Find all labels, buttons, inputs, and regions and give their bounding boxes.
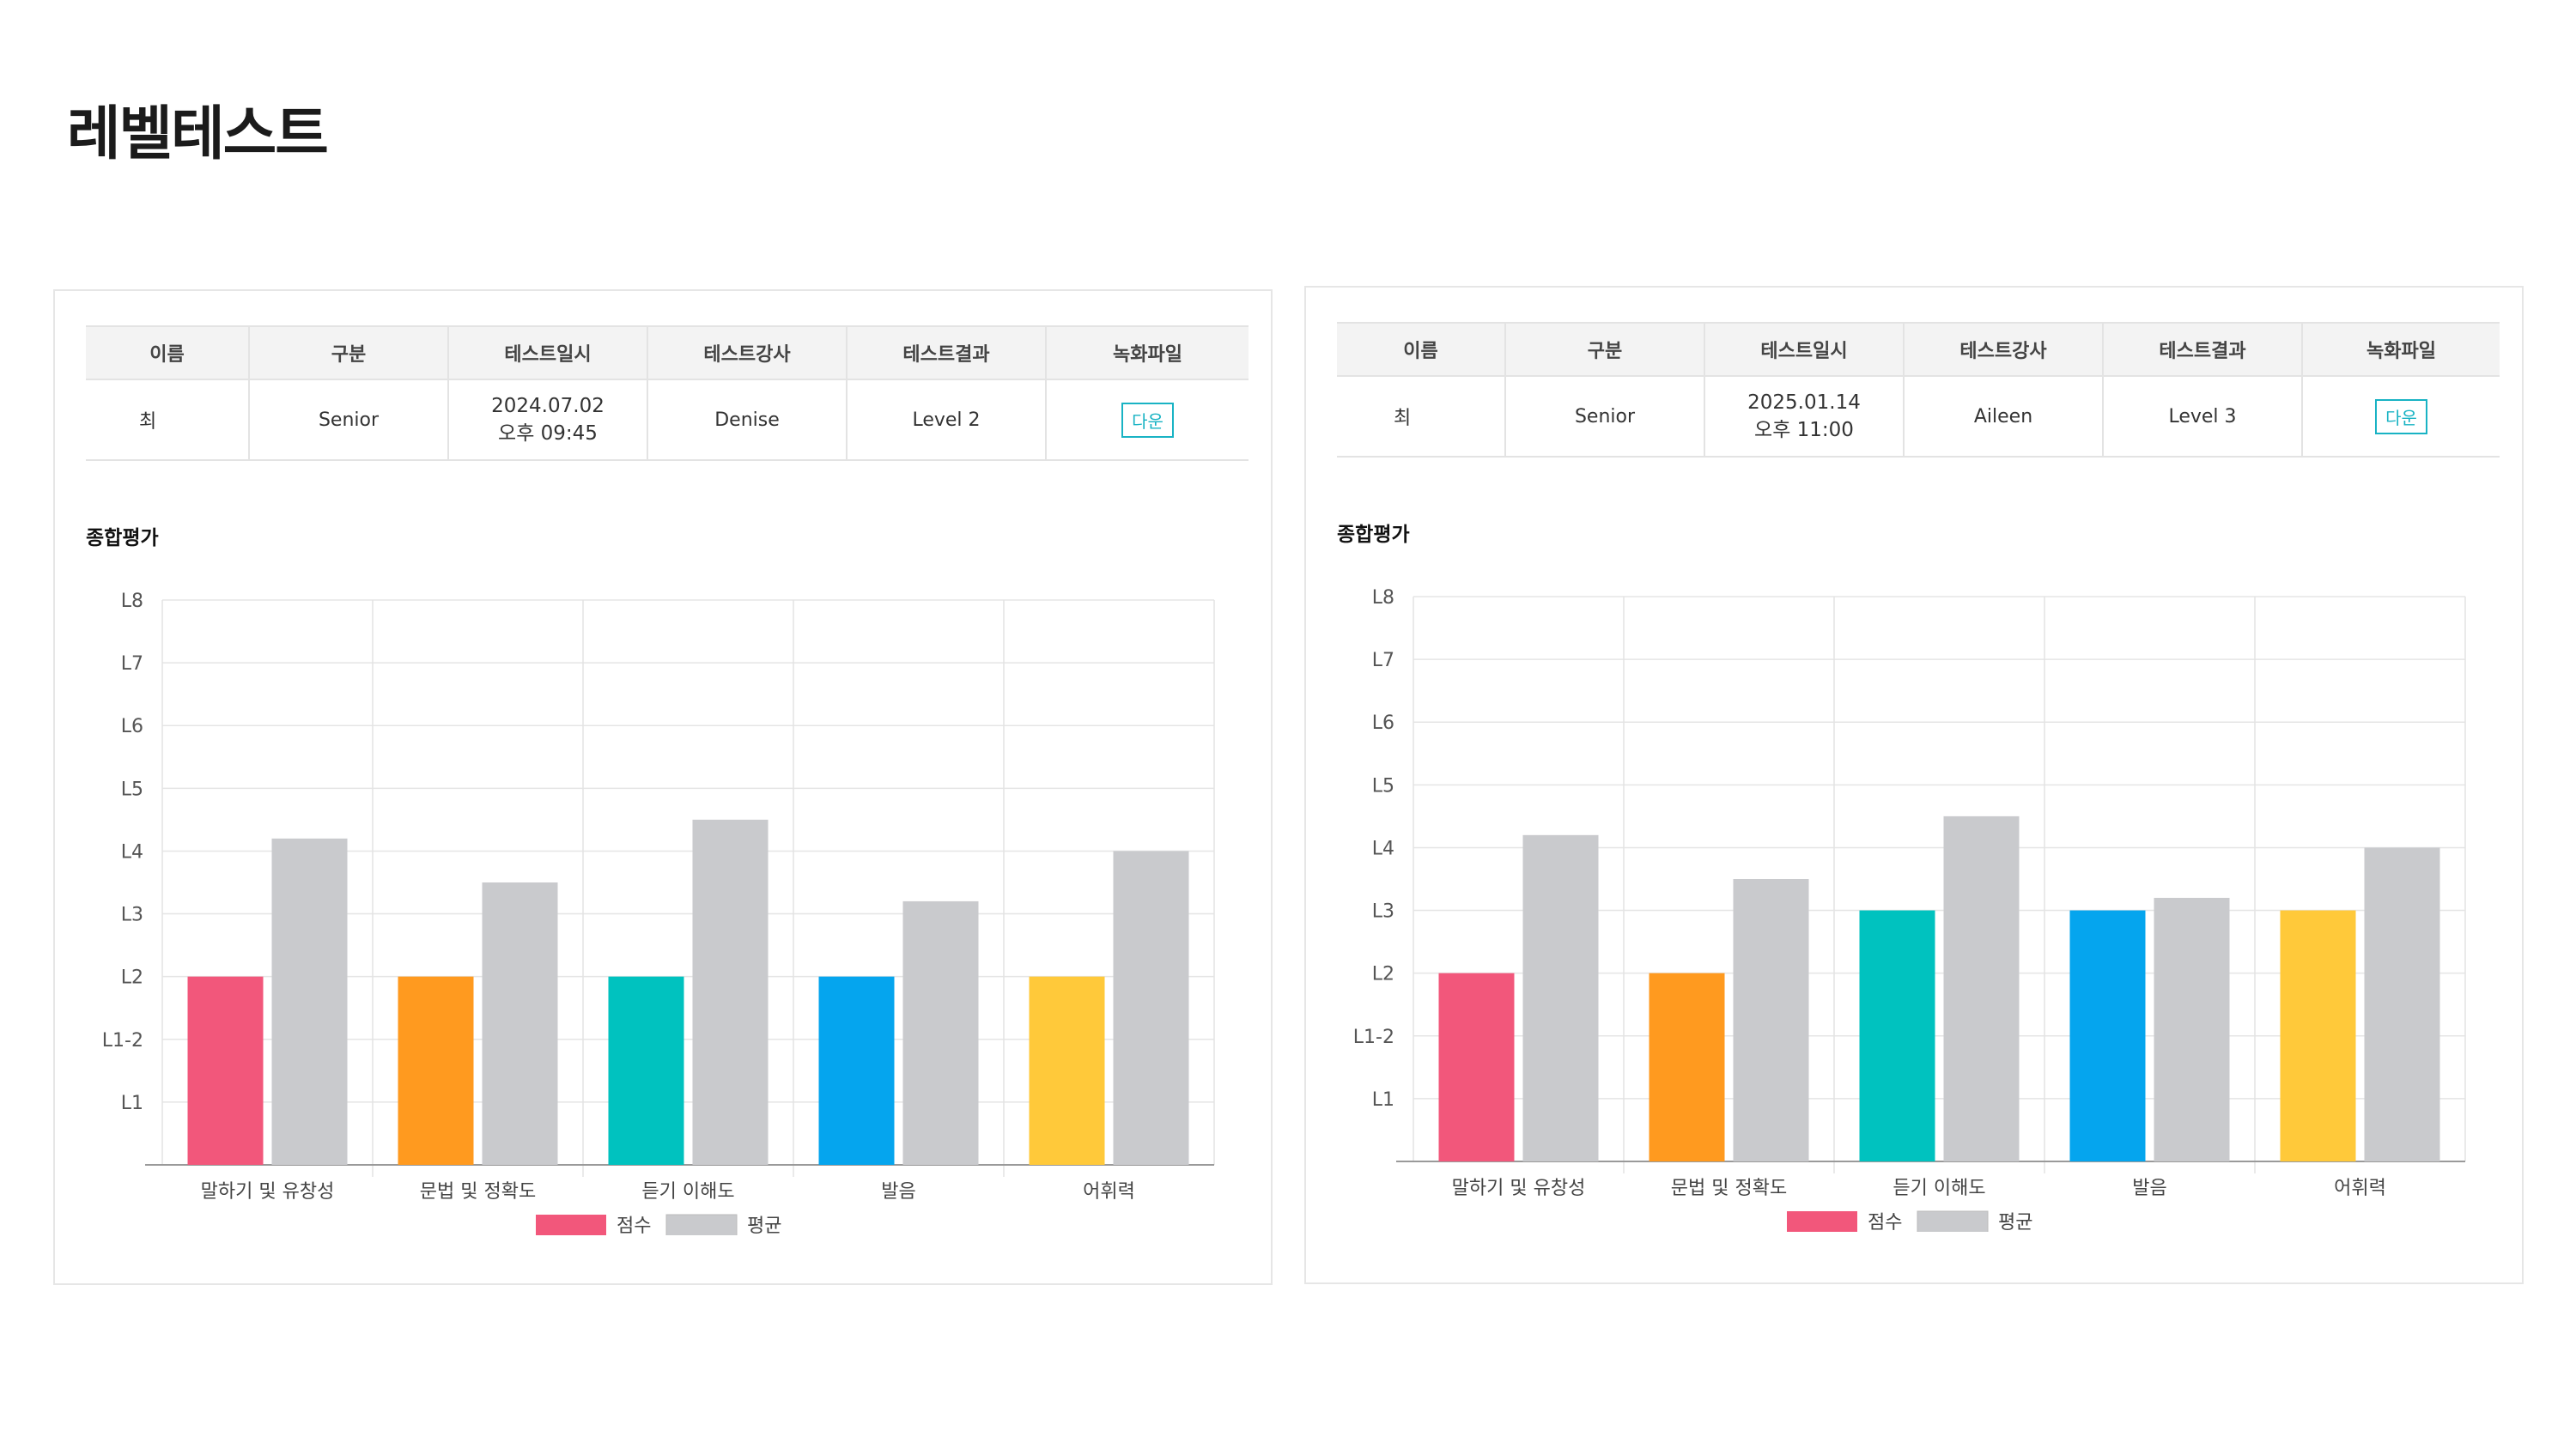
y-tick-label: L3 [121,905,143,926]
x-tick-label: 문법 및 정확도 [1671,1178,1787,1199]
legend-label: 평균 [1998,1212,2032,1232]
x-tick-label: 발음 [2132,1178,2166,1199]
header-teacher: 테스트강사 [647,325,848,380]
average-bar [1522,834,1599,1161]
y-tick-label: L8 [121,591,143,612]
test-time: 오후 11:00 [1754,419,1854,441]
y-tick-label: L6 [1372,712,1394,734]
table-header-row: 이름 구분 테스트일시 테스트강사 테스트결과 녹화파일 [1337,322,2500,377]
average-bar [1113,851,1189,1165]
legend-swatch [536,1215,606,1235]
test-date: 2024.07.02 [491,395,605,417]
header-result: 테스트결과 [2102,322,2303,377]
average-bar [2154,897,2230,1161]
header-test-date: 테스트일시 [1704,322,1905,377]
score-bar [187,976,264,1165]
score-bar [1438,973,1515,1161]
average-bar [2364,847,2440,1161]
average-bar [1733,879,1809,1161]
x-tick-label: 듣기 이해도 [1893,1178,1985,1199]
legend-label: 평균 [747,1216,781,1235]
header-category: 구분 [1504,322,1705,377]
x-tick-label: 어휘력 [2334,1178,2386,1199]
cell-test-datetime: 2025.01.14 오후 11:00 [1704,375,1905,458]
download-button[interactable]: 다운 [2375,398,2427,434]
header-result: 테스트결과 [846,325,1047,380]
score-bar [818,976,895,1165]
download-button[interactable]: 다운 [1121,402,1174,438]
y-tick-label: L7 [1372,650,1394,671]
cell-result: Level 2 [846,379,1047,461]
y-tick-label: L4 [1372,838,1394,859]
x-tick-label: 듣기 이해도 [641,1181,734,1203]
legend-label: 점수 [617,1216,651,1235]
score-bar [2069,910,2146,1161]
x-tick-label: 말하기 및 유창성 [1452,1178,1586,1199]
test-date: 2025.01.14 [1747,391,1861,414]
average-bar [482,882,558,1165]
level-test-card-1: 이름 구분 테스트일시 테스트강사 테스트결과 녹화파일 최 Senior 20… [53,289,1273,1285]
page-title: 레벨테스트 [67,100,329,168]
x-tick-label: 발음 [881,1181,915,1203]
cell-category: Senior [1504,375,1705,458]
y-tick-label: L1-2 [1353,1027,1394,1048]
evaluation-bar-chart: L1 L1-2 L2 L3 L4 L5 L6 L7 L8 말하기 및 유창성 문법 및 정확도 듣기 … [102,591,1215,1235]
cell-file: 다운 [2301,375,2500,458]
legend-swatch [1917,1210,1989,1232]
x-tick-label: 문법 및 정확도 [420,1181,536,1203]
legend-label: 점수 [1868,1212,1902,1232]
average-bar [1943,815,2020,1161]
evaluation-bar-chart: L1 L1-2 L2 L3 L4 L5 L6 L7 L8 말하기 및 유창성 문법 및 정확도 듣기 … [1353,587,2466,1232]
cell-result: Level 3 [2102,375,2303,458]
y-tick-label: L6 [121,716,143,737]
score-bar [608,976,684,1165]
score-bar [1029,976,1105,1165]
y-tick-label: L2 [121,967,143,989]
y-tick-label: L7 [121,653,143,675]
cell-name: 최 [1337,375,1506,458]
header-name: 이름 [86,325,250,380]
y-tick-label: L2 [1372,964,1394,985]
header-category: 구분 [248,325,449,380]
level-test-card-2: 이름 구분 테스트일시 테스트강사 테스트결과 녹화파일 최 Senior 20… [1304,286,2524,1284]
x-tick-label: 어휘력 [1083,1181,1135,1203]
table-header-row: 이름 구분 테스트일시 테스트강사 테스트결과 녹화파일 [86,325,1249,380]
header-file: 녹화파일 [2301,322,2500,377]
score-bar [1649,973,1725,1161]
cell-teacher: Denise [647,379,848,461]
y-tick-label: L1-2 [102,1030,143,1052]
score-bar [1859,910,1935,1161]
score-bar [398,976,474,1165]
y-tick-label: L4 [121,841,143,863]
y-tick-label: L5 [1372,775,1394,797]
score-bar [2280,910,2356,1161]
y-tick-label: L1 [121,1093,143,1114]
cell-teacher: Aileen [1903,375,2104,458]
legend-swatch [665,1214,738,1235]
average-bar [902,900,979,1165]
x-tick-label: 말하기 및 유창성 [201,1181,335,1203]
header-name: 이름 [1337,322,1506,377]
y-tick-label: L3 [1372,901,1394,923]
cell-file: 다운 [1045,379,1249,461]
chart-section-title: 종합평가 [86,527,159,549]
test-info-table: 이름 구분 테스트일시 테스트강사 테스트결과 녹화파일 최 Senior 20… [1337,322,2500,458]
cell-test-datetime: 2024.07.02 오후 09:45 [447,379,648,461]
table-row: 최 Senior 2025.01.14 오후 11:00 Aileen Leve… [1337,375,2500,458]
average-bar [692,819,769,1165]
average-bar [271,838,348,1165]
y-tick-label: L1 [1372,1089,1394,1111]
test-time: 오후 09:45 [498,422,598,445]
legend-swatch [1787,1211,1857,1232]
cell-category: Senior [248,379,449,461]
header-test-date: 테스트일시 [447,325,648,380]
header-file: 녹화파일 [1045,325,1249,380]
y-tick-label: L5 [121,779,143,800]
table-row: 최 Senior 2024.07.02 오후 09:45 Denise Leve… [86,379,1249,461]
y-tick-label: L8 [1372,587,1394,609]
cell-name: 최 [86,379,250,461]
header-teacher: 테스트강사 [1903,322,2104,377]
chart-section-title: 종합평가 [1337,524,1410,546]
test-info-table: 이름 구분 테스트일시 테스트강사 테스트결과 녹화파일 최 Senior 20… [86,325,1249,461]
